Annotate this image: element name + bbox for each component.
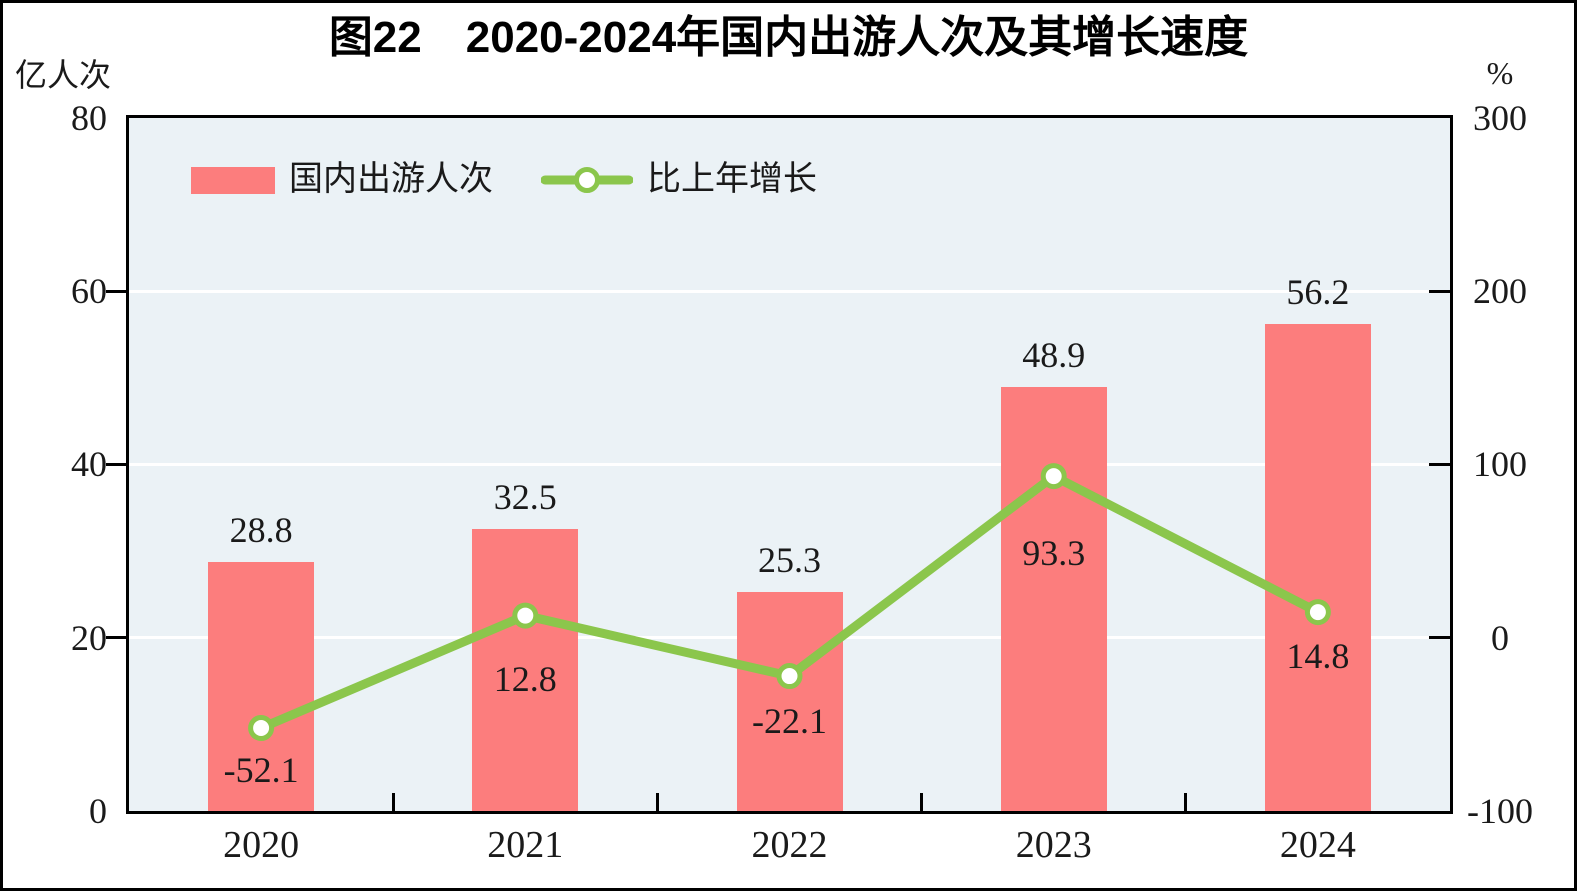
x-axis-tickmark <box>655 793 659 811</box>
bar-2023 <box>1000 387 1107 811</box>
left-axis-tickmark <box>106 463 126 466</box>
legend: 国内出游人次 比上年增长 <box>191 160 817 200</box>
left-axis-tick-80: 80 <box>71 98 107 138</box>
bar-value-label-2022: 25.3 <box>758 539 821 580</box>
bar-value-label-2024: 56.2 <box>1286 272 1350 313</box>
right-axis-tickmark <box>1429 636 1450 640</box>
left-axis-tick-0: 0 <box>89 791 107 831</box>
x-axis-label-2024: 2024 <box>1279 824 1356 866</box>
right-axis-tickmark <box>1429 463 1450 466</box>
left-axis-tickmark <box>106 636 126 640</box>
bar-legend-label: 国内出游人次 <box>289 161 493 198</box>
gridline <box>129 289 1450 293</box>
chart-title: 图22 2020-2024年国内出游人次及其增长速度 <box>328 13 1249 62</box>
right-axis-tick-100: 100 <box>1473 444 1527 484</box>
line-legend-swatch-icon <box>541 167 633 193</box>
plot-area: 国内出游人次 比上年增长 <box>126 115 1453 814</box>
right-axis-tick-neg100: -100 <box>1467 791 1533 831</box>
right-axis-tick-0: 0 <box>1491 618 1509 658</box>
x-axis-label-2023: 2023 <box>1015 824 1092 866</box>
line-value-label-2023: 93.3 <box>1022 533 1086 574</box>
line-value-label-2021: 12.8 <box>493 658 557 699</box>
bar-value-label-2023: 48.9 <box>1022 335 1086 376</box>
left-axis-unit-label: 亿人次 <box>15 57 112 93</box>
left-axis-tickmark <box>106 289 126 293</box>
bar-value-label-2021: 32.5 <box>493 477 557 518</box>
x-axis-tickmark <box>920 793 924 811</box>
bar-value-label-2020: 28.8 <box>229 509 293 550</box>
bar-legend-swatch-icon <box>191 166 275 194</box>
x-axis-label-2022: 2022 <box>751 824 828 866</box>
left-axis-tick-20: 20 <box>71 618 107 658</box>
x-axis-tickmark <box>391 793 395 811</box>
left-axis-tick-60: 60 <box>71 271 107 311</box>
right-axis-tickmark <box>1429 289 1450 293</box>
x-axis-label-2020: 2020 <box>223 824 300 866</box>
line-value-label-2022: -22.1 <box>752 701 827 742</box>
line-value-label-2020: -52.1 <box>223 750 299 790</box>
left-axis-tick-40: 40 <box>71 444 107 484</box>
gridline <box>129 463 1450 466</box>
right-axis-unit-label: % <box>1486 55 1514 91</box>
right-axis-tick-300: 300 <box>1473 98 1527 138</box>
right-axis-tick-200: 200 <box>1473 271 1527 311</box>
line-value-label-2024: 14.8 <box>1286 636 1350 677</box>
x-axis-tickmark <box>1184 793 1188 811</box>
x-axis-label-2021: 2021 <box>487 824 564 866</box>
line-legend-label: 比上年增长 <box>647 161 817 198</box>
bar-2024 <box>1264 324 1371 811</box>
